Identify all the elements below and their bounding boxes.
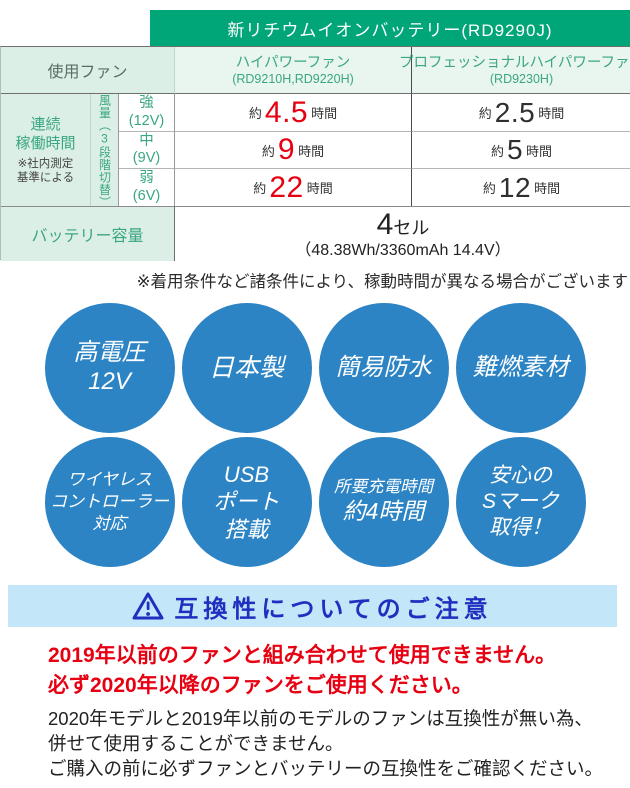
feature-badges-row-2: ワイヤレス コントローラー 対応 USB ポート 搭載 所要充電時間 約4時間 … <box>0 437 630 567</box>
feature-badge-s-mark: 安心の Sマーク 取得！ <box>455 437 586 567</box>
airflow-mode-label: 風量（3段階切替） <box>97 94 112 209</box>
fan-models: (RD9230H) <box>489 71 554 86</box>
airflow-mode-cell: 風量（3段階切替） <box>91 94 119 209</box>
feature-badge-wireless-controller: ワイヤレス コントローラー 対応 <box>44 437 175 567</box>
runtime-value-cell: 約 5 時間 <box>412 132 630 169</box>
fan-column-header-2: プロフェッショナルハイパワーファン (RD9230H) <box>399 47 630 94</box>
spec-table: 使用ファン ハイパワーファン (RD9210H,RD9220H) プロフェッショ… <box>0 46 630 261</box>
battery-title: 新リチウムイオンバッテリー(RD9290J) <box>227 20 553 40</box>
runtime-value-cell: 約 22 時間 <box>175 169 412 206</box>
battery-capacity-value-cell: 4セル （48.38Wh/3360mAh 14.4V） <box>175 206 630 261</box>
runtime-value-cell: 約 9 時間 <box>175 132 412 169</box>
runtime-value-cell: 約 12 時間 <box>412 169 630 206</box>
runtime-hours-highlight: 9 <box>277 133 296 166</box>
runtime-hours: 5 <box>506 134 524 165</box>
runtime-measure-note: ※社内測定 基準による <box>16 157 75 184</box>
feature-badge-usb-port: USB ポート 搭載 <box>181 437 312 567</box>
compatibility-warning-text: 2019年以前のファンと組み合わせて使用できません。 必ず2020年以降のファン… <box>48 644 557 697</box>
runtime-hours: 12 <box>498 171 532 203</box>
feature-badge-charge-time: 所要充電時間 約4時間 <box>318 437 449 567</box>
battery-header-band: 新リチウムイオンバッテリー(RD9290J) <box>150 10 630 46</box>
battery-capacity-detail: （48.38Wh/3360mAh 14.4V） <box>295 241 511 259</box>
runtime-hours-highlight: 4.5 <box>264 95 309 129</box>
notice-title: 互換性についてのご注意 <box>174 595 493 623</box>
fan-level-cell-mid: 中 (9V) <box>119 132 175 169</box>
fan-level-cell-low: 弱 (6V) <box>119 169 175 206</box>
fan-name: ハイパワーファン <box>235 54 351 71</box>
feature-badge-made-in-japan: 日本製 <box>181 303 312 433</box>
fan-models: (RD9210H,RD9220H) <box>232 71 354 86</box>
fan-column-header-1: ハイパワーファン (RD9210H,RD9220H) <box>175 47 412 94</box>
compatibility-body-text: 2020年モデルと2019年以前のモデルのファンは互換性が無い為、 併せて使用す… <box>48 708 604 780</box>
feature-badges-row-1: 高電圧 12V 日本製 簡易防水 難燃素材 <box>0 303 630 433</box>
runtime-hours-highlight: 22 <box>269 170 304 204</box>
runtime-label-cell: 連続 稼働時間 ※社内測定 基準による <box>1 94 91 206</box>
usage-fan-label: 使用ファン <box>47 64 128 81</box>
fan-name: プロフェッショナルハイパワーファン <box>398 54 630 71</box>
battery-capacity-label-cell: バッテリー容量 <box>1 206 175 261</box>
runtime-label: 連続 稼働時間 <box>15 115 76 153</box>
feature-badge-waterproof: 簡易防水 <box>318 303 449 433</box>
usage-disclaimer: ※着用条件など諸条件により、稼動時間が異なる場合がございます <box>136 273 628 291</box>
runtime-hours: 2.5 <box>494 96 536 128</box>
fan-level-cell-high: 強 (12V) <box>119 94 175 132</box>
compatibility-notice-banner: 互換性についてのご注意 <box>8 585 617 627</box>
runtime-value-cell: 約 2.5 時間 <box>412 94 630 132</box>
warning-triangle-icon <box>132 592 164 620</box>
feature-badge-high-voltage: 高電圧 12V <box>44 303 175 433</box>
feature-badge-flame-resistant: 難燃素材 <box>455 303 586 433</box>
runtime-value-cell: 約 4.5 時間 <box>175 94 412 132</box>
battery-cells-count: 4 <box>376 207 394 241</box>
usage-fan-label-cell: 使用ファン <box>1 47 175 94</box>
